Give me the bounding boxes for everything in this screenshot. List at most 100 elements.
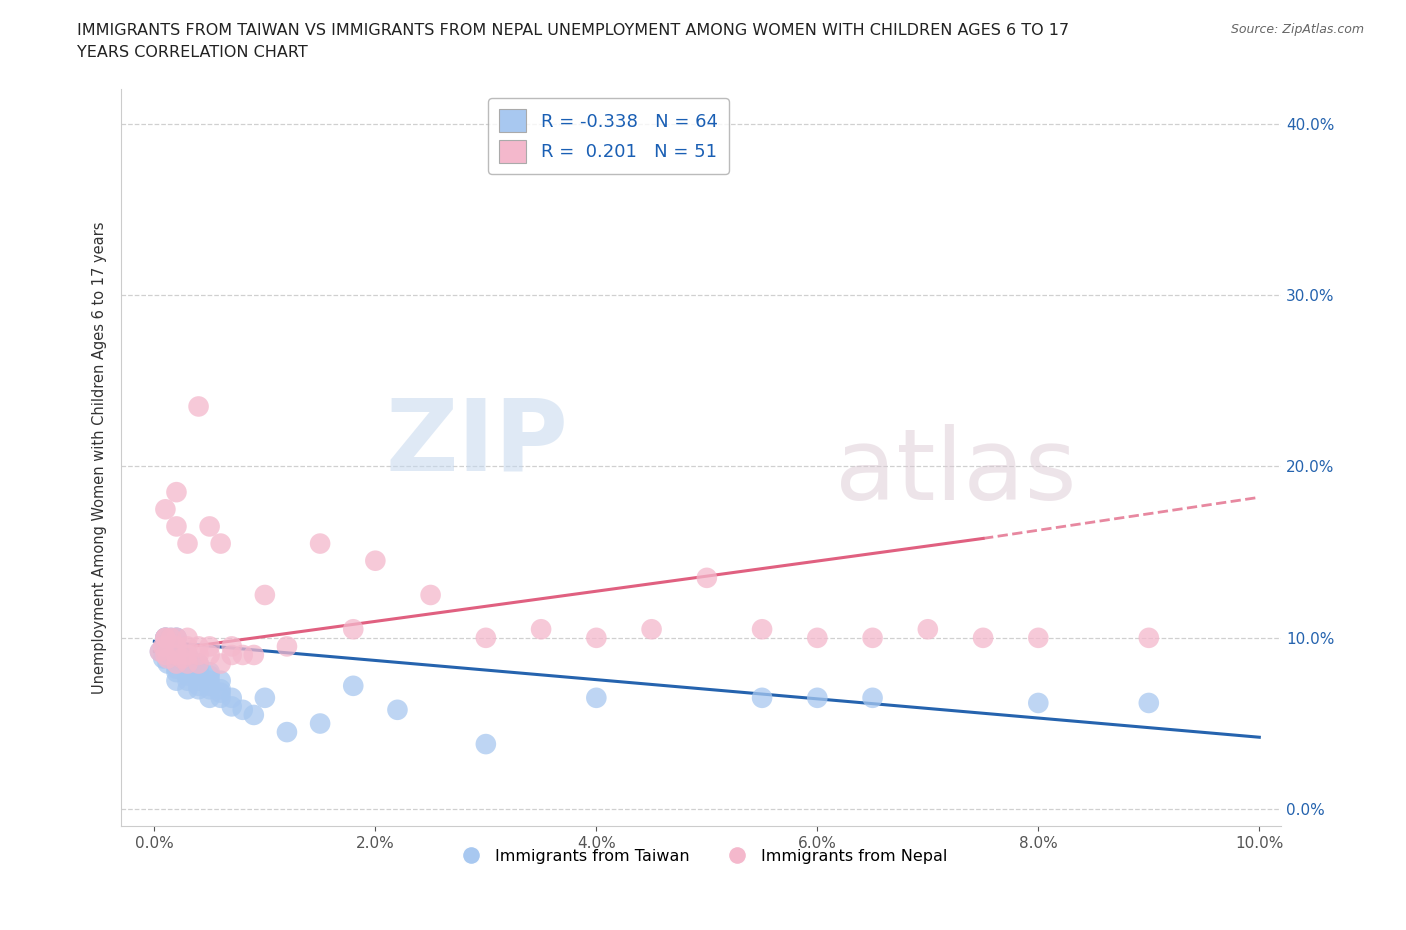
Point xyxy=(221,690,243,705)
Legend: Immigrants from Taiwan, Immigrants from Nepal: Immigrants from Taiwan, Immigrants from … xyxy=(449,843,955,870)
Point xyxy=(166,631,188,645)
Point xyxy=(166,656,188,671)
Point xyxy=(209,656,232,671)
Point xyxy=(160,651,183,666)
Point xyxy=(166,656,188,671)
Point xyxy=(751,690,773,705)
Point xyxy=(156,656,179,671)
Point xyxy=(1137,631,1160,645)
Point xyxy=(243,708,266,723)
Point xyxy=(917,622,939,637)
Point xyxy=(187,668,209,683)
Point xyxy=(232,647,254,662)
Point xyxy=(243,647,266,662)
Point xyxy=(187,673,209,688)
Point xyxy=(276,639,298,654)
Point xyxy=(176,682,198,697)
Point xyxy=(155,639,177,654)
Text: ZIP: ZIP xyxy=(385,394,568,492)
Point xyxy=(166,673,188,688)
Point xyxy=(166,647,188,662)
Point xyxy=(209,536,232,551)
Point xyxy=(176,651,198,666)
Point xyxy=(751,622,773,637)
Point xyxy=(475,631,498,645)
Point xyxy=(187,682,209,697)
Point xyxy=(198,665,221,680)
Point xyxy=(166,639,188,654)
Point xyxy=(152,651,174,666)
Point xyxy=(166,665,188,680)
Point xyxy=(221,699,243,714)
Point xyxy=(198,678,221,693)
Point xyxy=(198,682,221,697)
Point xyxy=(166,639,188,654)
Point xyxy=(1026,631,1049,645)
Point xyxy=(152,639,174,654)
Point xyxy=(170,651,193,666)
Point xyxy=(475,737,498,751)
Text: YEARS CORRELATION CHART: YEARS CORRELATION CHART xyxy=(77,45,308,60)
Point xyxy=(806,631,828,645)
Point xyxy=(160,647,183,662)
Point xyxy=(176,647,198,662)
Point xyxy=(221,647,243,662)
Point xyxy=(187,678,209,693)
Point xyxy=(160,631,183,645)
Y-axis label: Unemployment Among Women with Children Ages 6 to 17 years: Unemployment Among Women with Children A… xyxy=(93,221,107,694)
Text: IMMIGRANTS FROM TAIWAN VS IMMIGRANTS FROM NEPAL UNEMPLOYMENT AMONG WOMEN WITH CH: IMMIGRANTS FROM TAIWAN VS IMMIGRANTS FRO… xyxy=(77,23,1070,38)
Point xyxy=(160,644,183,659)
Point xyxy=(419,588,441,603)
Point xyxy=(155,631,177,645)
Point xyxy=(198,673,221,688)
Point xyxy=(156,651,179,666)
Point xyxy=(149,644,172,659)
Point xyxy=(209,673,232,688)
Point xyxy=(198,647,221,662)
Point xyxy=(972,631,994,645)
Text: atlas: atlas xyxy=(835,424,1077,521)
Point xyxy=(862,631,884,645)
Point xyxy=(198,519,221,534)
Point xyxy=(198,639,221,654)
Point xyxy=(166,485,188,499)
Point xyxy=(221,639,243,654)
Point xyxy=(176,647,198,662)
Point xyxy=(155,647,177,662)
Point xyxy=(176,673,198,688)
Point xyxy=(585,631,607,645)
Point xyxy=(155,502,177,517)
Point xyxy=(209,690,232,705)
Point xyxy=(166,631,188,645)
Point xyxy=(166,647,188,662)
Point xyxy=(176,656,198,671)
Point xyxy=(149,644,172,659)
Point xyxy=(209,682,232,697)
Point xyxy=(176,536,198,551)
Point xyxy=(696,570,718,585)
Point xyxy=(253,588,276,603)
Point xyxy=(160,631,183,645)
Point xyxy=(187,399,209,414)
Point xyxy=(176,631,198,645)
Point xyxy=(176,647,198,662)
Point xyxy=(166,519,188,534)
Point xyxy=(155,631,177,645)
Point xyxy=(530,622,553,637)
Point xyxy=(364,553,387,568)
Point xyxy=(187,656,209,671)
Point xyxy=(155,631,177,645)
Point xyxy=(276,724,298,739)
Point xyxy=(640,622,662,637)
Point xyxy=(585,690,607,705)
Point xyxy=(176,661,198,676)
Point xyxy=(187,661,209,676)
Point xyxy=(342,678,364,693)
Point xyxy=(309,536,332,551)
Point xyxy=(187,647,209,662)
Point xyxy=(387,702,409,717)
Point xyxy=(253,690,276,705)
Point xyxy=(176,656,198,671)
Point xyxy=(187,639,209,654)
Point xyxy=(1026,696,1049,711)
